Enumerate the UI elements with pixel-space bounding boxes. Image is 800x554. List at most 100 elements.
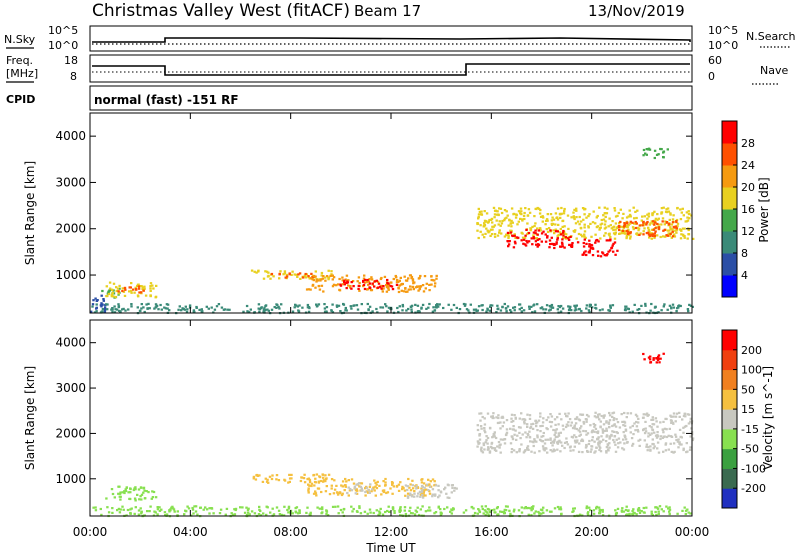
power-cell: [345, 274, 349, 277]
power-cell: [127, 308, 130, 311]
power-cell: [489, 218, 493, 221]
power-cell: [428, 289, 431, 292]
power-cell: [623, 230, 627, 233]
power-cell: [495, 213, 498, 216]
power-cell: [358, 289, 361, 292]
power-cell: [524, 244, 528, 247]
velocity-cell: [212, 512, 215, 515]
velocity-cell: [386, 509, 389, 513]
velocity-cell: [307, 489, 310, 492]
velocity-cell: [586, 514, 590, 517]
power-cell: [527, 208, 531, 211]
power-cell: [141, 286, 145, 289]
velocity-cell: [420, 478, 423, 481]
velocity-cell: [382, 490, 386, 494]
velocity-colorbar-tick-label: -50: [741, 443, 759, 456]
velocity-cell: [641, 416, 645, 419]
power-cell: [121, 287, 124, 290]
velocity-cell: [316, 487, 320, 490]
velocity-cell: [647, 435, 650, 438]
velocity-cell: [556, 435, 559, 438]
power-cell: [559, 245, 562, 248]
power-colorbar-tick-label: 28: [741, 137, 755, 150]
power-cell: [293, 306, 296, 309]
velocity-cell: [643, 439, 646, 442]
velocity-colorbar-tick-label: 100: [741, 364, 762, 377]
velocity-cell: [598, 512, 602, 515]
velocity-cell: [265, 513, 268, 516]
velocity-cell: [429, 509, 432, 512]
power-cell: [518, 308, 521, 311]
power-cell: [660, 223, 663, 226]
velocity-cell: [317, 480, 321, 483]
velocity-cell: [413, 492, 416, 495]
velocity-cell: [127, 491, 130, 494]
velocity-cell: [613, 435, 617, 438]
power-cell: [103, 308, 107, 311]
velocity-cell: [143, 489, 146, 492]
velocity-cell: [392, 485, 395, 488]
velocity-cell: [316, 506, 319, 509]
velocity-cell: [358, 485, 361, 488]
power-cell: [549, 229, 552, 232]
velocity-cell: [347, 486, 350, 489]
velocity-cell: [409, 512, 413, 515]
power-cell: [562, 229, 565, 233]
power-cell: [617, 211, 620, 215]
velocity-cell: [580, 425, 583, 428]
velocity-cell: [582, 420, 585, 424]
velocity-cell: [510, 448, 514, 451]
power-cell: [346, 281, 350, 284]
power-cell: [503, 219, 506, 222]
power-cell: [538, 207, 541, 210]
power-cell: [322, 290, 325, 293]
velocity-cell: [308, 480, 312, 484]
power-cell: [477, 215, 480, 219]
velocity-cell: [518, 431, 521, 434]
power-cell: [562, 236, 565, 239]
power-cell: [463, 304, 467, 307]
power-cell: [521, 219, 524, 222]
velocity-cell: [367, 489, 370, 492]
power-cell: [656, 218, 659, 221]
velocity-colorbar-swatch: [722, 349, 737, 371]
power-cell: [646, 231, 650, 234]
velocity-cell: [567, 412, 570, 415]
power-cell: [654, 227, 657, 230]
power-cell: [344, 306, 347, 310]
power-cell: [642, 230, 645, 233]
velocity-cell: [629, 431, 632, 434]
velocity-cell: [122, 508, 125, 511]
velocity-cell: [294, 511, 298, 514]
velocity-cell: [502, 421, 506, 424]
power-cell: [351, 280, 355, 283]
velocity-cell: [631, 442, 635, 445]
velocity-cell: [572, 449, 575, 452]
power-cell: [587, 251, 590, 254]
velocity-cell: [608, 426, 611, 429]
velocity-cell: [401, 485, 404, 488]
power-cell: [589, 247, 593, 250]
power-cell: [614, 222, 618, 225]
velocity-cell: [140, 493, 144, 496]
velocity-cell: [313, 480, 317, 484]
velocity-cell: [611, 424, 614, 428]
power-cell: [266, 308, 269, 311]
power-cell: [675, 231, 678, 234]
velocity-cell: [506, 505, 509, 508]
velocity-cell: [668, 508, 672, 511]
velocity-cell: [503, 442, 507, 445]
velocity-cell: [662, 420, 665, 423]
power-cell: [539, 209, 542, 212]
power-cell: [117, 303, 120, 306]
velocity-cell: [309, 511, 312, 514]
power-cell: [118, 287, 121, 290]
power-cell: [633, 303, 636, 306]
power-cell: [507, 235, 510, 238]
power-cell: [492, 225, 495, 228]
power-cell: [504, 307, 508, 310]
power-cell: [476, 222, 479, 225]
power-cell: [672, 306, 676, 309]
power-cell: [489, 305, 492, 308]
